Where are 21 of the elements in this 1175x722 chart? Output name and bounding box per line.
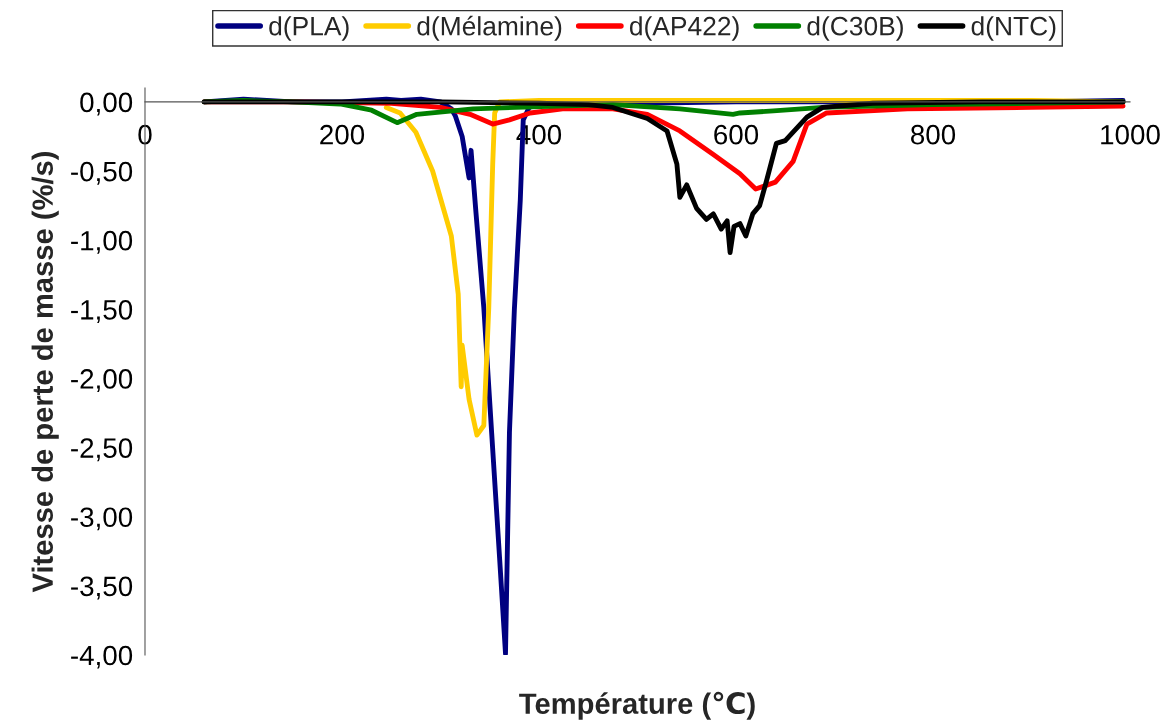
y-tick-label: -1,00	[71, 230, 133, 254]
legend-label: d(Mélamine)	[417, 15, 562, 41]
x-tick-label: 800	[911, 124, 956, 145]
x-tick-label: 0	[138, 124, 152, 145]
legend-label: d(NTC)	[971, 16, 1056, 41]
x-tick-label: 200	[320, 124, 365, 145]
y-tick-label: -0,50	[71, 161, 133, 185]
legend-label: d(C30B)	[807, 16, 903, 41]
y-tick-label: -2,50	[71, 438, 133, 462]
legend-label: d(PLA)	[269, 16, 349, 41]
y-axis-title: Vitesse de perte de masse (%/s)	[31, 151, 59, 593]
y-tick-label: -4,00	[71, 645, 133, 669]
y-tick-label: -2,00	[71, 369, 133, 393]
y-tick-label: -3,50	[71, 576, 133, 600]
x-tick-label: 1000	[1101, 124, 1160, 145]
x-tick-label: 600	[714, 124, 759, 145]
x-axis-title: Température (℃)	[519, 691, 755, 720]
legend-label: d(AP422)	[629, 16, 739, 41]
y-tick-label: -1,50	[71, 299, 133, 323]
y-tick-label: 0,00	[80, 92, 133, 116]
y-tick-label: -3,00	[71, 507, 133, 531]
